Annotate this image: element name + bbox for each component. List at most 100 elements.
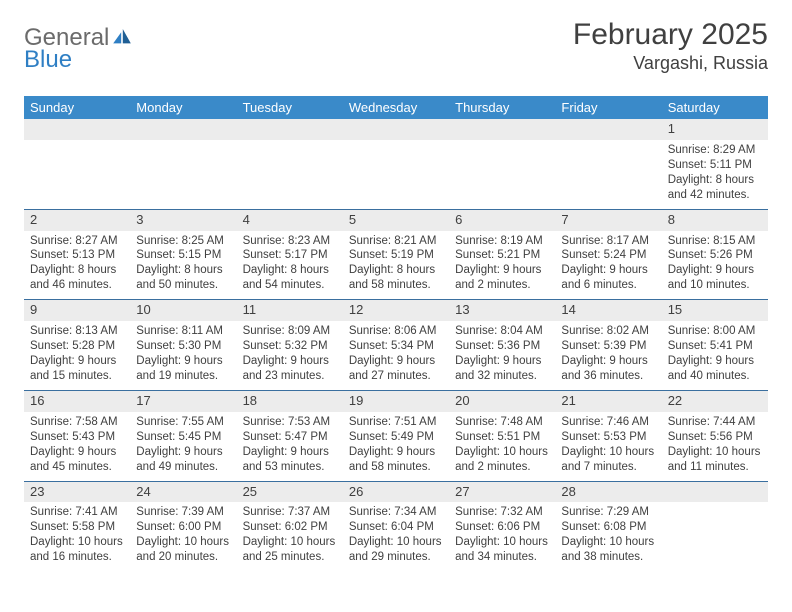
daylight-text: Daylight: 8 hours and 54 minutes. xyxy=(243,263,337,293)
sunset-text: Sunset: 6:06 PM xyxy=(455,520,549,535)
day-cell xyxy=(237,119,343,209)
sunset-text: Sunset: 5:36 PM xyxy=(455,339,549,354)
daylight-text: Daylight: 10 hours and 38 minutes. xyxy=(561,535,655,565)
daylight-text: Daylight: 9 hours and 23 minutes. xyxy=(243,354,337,384)
sunset-text: Sunset: 5:53 PM xyxy=(561,430,655,445)
daylight-text: Daylight: 9 hours and 58 minutes. xyxy=(349,445,443,475)
day-number: 4 xyxy=(237,210,343,231)
sunrise-text: Sunrise: 7:32 AM xyxy=(455,505,549,520)
daylight-text: Daylight: 10 hours and 16 minutes. xyxy=(30,535,124,565)
weekday-label: Tuesday xyxy=(237,96,343,119)
sunrise-text: Sunrise: 7:55 AM xyxy=(136,415,230,430)
title-block: February 2025 Vargashi, Russia xyxy=(573,18,768,74)
day-number: 2 xyxy=(24,210,130,231)
sunset-text: Sunset: 6:00 PM xyxy=(136,520,230,535)
sunset-text: Sunset: 5:32 PM xyxy=(243,339,337,354)
sunset-text: Sunset: 5:19 PM xyxy=(349,248,443,263)
day-number: 26 xyxy=(343,482,449,503)
daylight-text: Daylight: 10 hours and 11 minutes. xyxy=(668,445,762,475)
sunrise-text: Sunrise: 7:39 AM xyxy=(136,505,230,520)
day-number: 14 xyxy=(555,300,661,321)
day-cell xyxy=(343,119,449,209)
sunrise-text: Sunrise: 8:25 AM xyxy=(136,234,230,249)
weekday-label: Sunday xyxy=(24,96,130,119)
sunset-text: Sunset: 5:21 PM xyxy=(455,248,549,263)
calendar-grid: 1Sunrise: 8:29 AMSunset: 5:11 PMDaylight… xyxy=(24,119,768,571)
sunrise-text: Sunrise: 7:37 AM xyxy=(243,505,337,520)
sunset-text: Sunset: 5:11 PM xyxy=(668,158,762,173)
sunset-text: Sunset: 5:41 PM xyxy=(668,339,762,354)
weekday-label: Monday xyxy=(130,96,236,119)
day-cell: 28Sunrise: 7:29 AMSunset: 6:08 PMDayligh… xyxy=(555,482,661,572)
daylight-text: Daylight: 9 hours and 19 minutes. xyxy=(136,354,230,384)
sunset-text: Sunset: 5:34 PM xyxy=(349,339,443,354)
daylight-text: Daylight: 9 hours and 27 minutes. xyxy=(349,354,443,384)
daylight-text: Daylight: 10 hours and 2 minutes. xyxy=(455,445,549,475)
weekday-label: Wednesday xyxy=(343,96,449,119)
day-cell: 27Sunrise: 7:32 AMSunset: 6:06 PMDayligh… xyxy=(449,482,555,572)
day-number: 22 xyxy=(662,391,768,412)
sunset-text: Sunset: 5:47 PM xyxy=(243,430,337,445)
sunset-text: Sunset: 5:39 PM xyxy=(561,339,655,354)
sunset-text: Sunset: 5:17 PM xyxy=(243,248,337,263)
day-cell: 25Sunrise: 7:37 AMSunset: 6:02 PMDayligh… xyxy=(237,482,343,572)
week-row: 16Sunrise: 7:58 AMSunset: 5:43 PMDayligh… xyxy=(24,391,768,482)
day-number: 9 xyxy=(24,300,130,321)
week-row: 1Sunrise: 8:29 AMSunset: 5:11 PMDaylight… xyxy=(24,119,768,210)
day-cell xyxy=(130,119,236,209)
daylight-text: Daylight: 10 hours and 7 minutes. xyxy=(561,445,655,475)
sunrise-text: Sunrise: 8:06 AM xyxy=(349,324,443,339)
sunset-text: Sunset: 5:15 PM xyxy=(136,248,230,263)
day-cell: 20Sunrise: 7:48 AMSunset: 5:51 PMDayligh… xyxy=(449,391,555,481)
sunrise-text: Sunrise: 7:34 AM xyxy=(349,505,443,520)
sunrise-text: Sunrise: 7:51 AM xyxy=(349,415,443,430)
day-cell: 12 Sunrise: 8:06 AMSunset: 5:34 PMDayligh… xyxy=(343,300,449,390)
day-cell: 5Sunrise: 8:21 AMSunset: 5:19 PMDaylight… xyxy=(343,210,449,300)
day-number: 6 xyxy=(449,210,555,231)
day-cell: 18Sunrise: 7:53 AMSunset: 5:47 PMDayligh… xyxy=(237,391,343,481)
day-number: 3 xyxy=(130,210,236,231)
sunset-text: Sunset: 5:26 PM xyxy=(668,248,762,263)
sunrise-text: Sunrise: 8:27 AM xyxy=(30,234,124,249)
daylight-text: Daylight: 9 hours and 45 minutes. xyxy=(30,445,124,475)
day-number: 8 xyxy=(662,210,768,231)
day-number: 11 xyxy=(237,300,343,321)
day-number: 19 xyxy=(343,391,449,412)
daylight-text: Daylight: 8 hours and 58 minutes. xyxy=(349,263,443,293)
sunrise-text: Sunrise: 8:00 AM xyxy=(668,324,762,339)
day-number: 12 xyxy=(343,300,449,321)
daylight-text: Daylight: 9 hours and 32 minutes. xyxy=(455,354,549,384)
logo-sail-icon xyxy=(112,24,132,52)
day-cell: 13Sunrise: 8:04 AMSunset: 5:36 PMDayligh… xyxy=(449,300,555,390)
brand-logo: GeneralBlue xyxy=(24,24,132,74)
sunset-text: Sunset: 6:02 PM xyxy=(243,520,337,535)
day-number: 16 xyxy=(24,391,130,412)
daylight-text: Daylight: 9 hours and 40 minutes. xyxy=(668,354,762,384)
daylight-text: Daylight: 8 hours and 46 minutes. xyxy=(30,263,124,293)
sunrise-text: Sunrise: 8:11 AM xyxy=(136,324,230,339)
calendar-page: GeneralBlue February 2025 Vargashi, Russ… xyxy=(0,0,792,612)
day-cell: 21Sunrise: 7:46 AMSunset: 5:53 PMDayligh… xyxy=(555,391,661,481)
sunrise-text: Sunrise: 8:09 AM xyxy=(243,324,337,339)
daylight-text: Daylight: 8 hours and 50 minutes. xyxy=(136,263,230,293)
day-number: 7 xyxy=(555,210,661,231)
sunset-text: Sunset: 5:51 PM xyxy=(455,430,549,445)
day-number: 18 xyxy=(237,391,343,412)
day-number: 24 xyxy=(130,482,236,503)
sunrise-text: Sunrise: 8:13 AM xyxy=(30,324,124,339)
day-cell: 3 Sunrise: 8:25 AMSunset: 5:15 PMDaylight… xyxy=(130,210,236,300)
day-cell xyxy=(555,119,661,209)
daylight-text: Daylight: 10 hours and 34 minutes. xyxy=(455,535,549,565)
day-number: 21 xyxy=(555,391,661,412)
weekday-label: Friday xyxy=(555,96,661,119)
sunrise-text: Sunrise: 8:21 AM xyxy=(349,234,443,249)
day-cell: 11 Sunrise: 8:09 AMSunset: 5:32 PMDayligh… xyxy=(237,300,343,390)
day-cell: 7Sunrise: 8:17 AMSunset: 5:24 PMDaylight… xyxy=(555,210,661,300)
sunrise-text: Sunrise: 7:41 AM xyxy=(30,505,124,520)
sunrise-text: Sunrise: 8:23 AM xyxy=(243,234,337,249)
daylight-text: Daylight: 9 hours and 53 minutes. xyxy=(243,445,337,475)
location-label: Vargashi, Russia xyxy=(573,53,768,74)
daylight-text: Daylight: 9 hours and 6 minutes. xyxy=(561,263,655,293)
sunrise-text: Sunrise: 8:02 AM xyxy=(561,324,655,339)
day-number: 1 xyxy=(662,119,768,140)
